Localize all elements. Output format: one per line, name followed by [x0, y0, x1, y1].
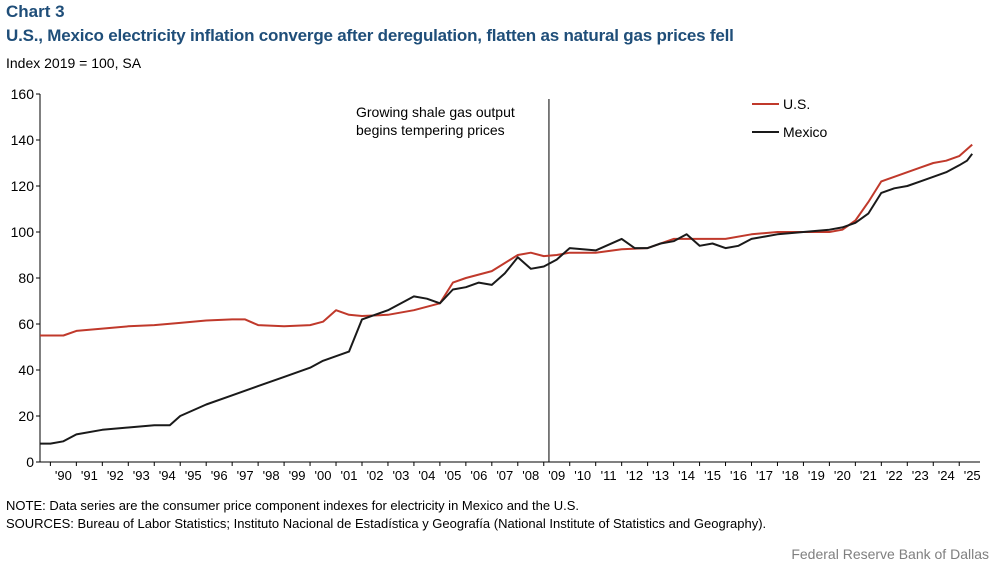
x-tick-label: '97	[237, 468, 254, 483]
x-tick-label: '10	[574, 468, 591, 483]
x-tick-label: '96	[211, 468, 228, 483]
x-tick-label: '15	[704, 468, 721, 483]
x-tick-label: '21	[860, 468, 877, 483]
y-tick-label: 160	[11, 86, 35, 102]
series-line-mexico	[40, 153, 973, 445]
y-tick-label: 120	[11, 178, 35, 194]
y-tick-label: 100	[11, 224, 35, 240]
x-tick-label: '04	[418, 468, 435, 483]
x-tick-label: '01	[341, 468, 358, 483]
chart-label: Chart 3	[6, 2, 65, 21]
x-tick-label: '16	[730, 468, 747, 483]
x-tick-label: '03	[392, 468, 409, 483]
x-tick-label: '09	[548, 468, 565, 483]
x-tick-label: '91	[81, 468, 98, 483]
chart-axes: 0 20 40 60 80 100 120 140 160 '90 '91 '92 '93 '94 '95 '…	[11, 86, 981, 483]
y-tick-label: 0	[26, 454, 34, 470]
series-group	[40, 143, 973, 445]
legend-label-u-s: U.S.	[783, 96, 810, 112]
y-tick-label: 60	[18, 316, 34, 332]
x-tick-label: '94	[159, 468, 176, 483]
x-tick-label: '13	[652, 468, 669, 483]
y-tick-label: 80	[18, 270, 34, 286]
x-tick-label: '23	[912, 468, 929, 483]
x-tick-label: '11	[601, 468, 617, 483]
legend-label-mexico: Mexico	[783, 124, 828, 140]
series-line-u-s	[40, 143, 973, 337]
x-tick-label: '07	[496, 468, 513, 483]
x-tick-label: '22	[886, 468, 903, 483]
x-tick-label: '90	[55, 468, 72, 483]
x-tick-label: '00	[315, 468, 332, 483]
x-tick-label: '17	[756, 468, 773, 483]
annotation: Growing shale gas output begins tempering…	[356, 99, 550, 462]
x-tick-label: '02	[366, 468, 383, 483]
x-tick-label: '24	[938, 468, 955, 483]
x-tick-label: '92	[107, 468, 124, 483]
x-tick-label: '14	[678, 468, 695, 483]
chart-note: NOTE: Data series are the consumer price…	[6, 498, 579, 513]
x-tick-label: '06	[470, 468, 487, 483]
x-tick-label: '19	[808, 468, 825, 483]
y-tick-label: 40	[18, 362, 34, 378]
x-tick-label: '93	[133, 468, 150, 483]
legend: U.S. Mexico	[752, 96, 828, 140]
chart-sources: SOURCES: Bureau of Labor Statistics; Ins…	[6, 516, 767, 531]
credit-line: Federal Reserve Bank of Dallas	[791, 546, 989, 562]
x-tick-label: '20	[834, 468, 851, 483]
x-tick-label: '98	[263, 468, 280, 483]
x-tick-label: '12	[626, 468, 643, 483]
x-tick-label: '08	[522, 468, 539, 483]
x-tick-label: '95	[185, 468, 202, 483]
chart-title: U.S., Mexico electricity inflation conve…	[6, 26, 734, 45]
annotation-text-line1: Growing shale gas output	[356, 104, 515, 120]
x-tick-label: '18	[782, 468, 799, 483]
annotation-text-line2: begins tempering prices	[356, 122, 505, 138]
x-tick-label: '25	[964, 468, 981, 483]
x-tick-label: '05	[444, 468, 461, 483]
y-tick-label: 20	[18, 408, 34, 424]
y-tick-label: 140	[11, 132, 35, 148]
x-tick-label: '99	[289, 468, 306, 483]
chart-subtitle: Index 2019 = 100, SA	[6, 55, 142, 71]
